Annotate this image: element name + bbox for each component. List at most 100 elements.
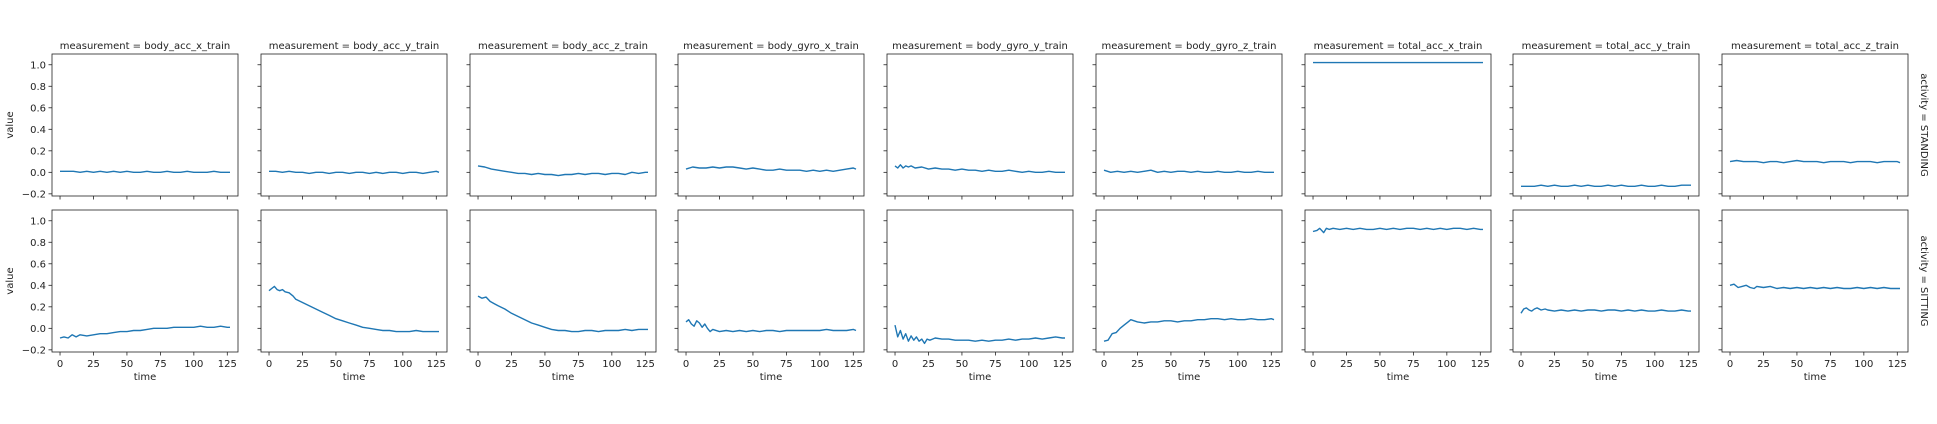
- panel-frame: [1512, 209, 1700, 353]
- x-tick-label: 25: [1340, 359, 1353, 370]
- x-tick-label: 25: [1548, 359, 1561, 370]
- series-line: [1103, 318, 1275, 342]
- x-tick-label: 50: [330, 359, 343, 370]
- x-tick-label: 50: [747, 359, 760, 370]
- facet-column-title: measurement = body_acc_y_train: [269, 41, 440, 52]
- y-tick-label: 0.8: [30, 82, 46, 93]
- x-tick-label: 100: [1437, 359, 1456, 370]
- facet-column-title: measurement = body_acc_x_train: [60, 41, 231, 52]
- x-axis-label: time: [343, 372, 366, 383]
- facet-panel-r1-c5: 0 25 50 75 100 125 time: [1092, 209, 1283, 383]
- x-axis-label: time: [760, 372, 783, 383]
- x-tick-label: 75: [154, 359, 167, 370]
- y-tick-label: 0.6: [30, 259, 46, 270]
- facet-panel-r1-c8: 0 25 50 75 100 125 time: [1718, 209, 1909, 383]
- series-line: [685, 319, 857, 333]
- series-line: [1521, 184, 1691, 188]
- x-tick-label: 0: [475, 359, 481, 370]
- series-line: [1103, 169, 1274, 174]
- y-tick-label: 0.6: [30, 103, 46, 114]
- facet-panel-r0-c8: measurement = total_acc_z_train: [1718, 41, 1909, 200]
- panel-frame: [1304, 53, 1492, 197]
- x-tick-label: 0: [57, 359, 63, 370]
- x-axis-label: time: [1387, 372, 1410, 383]
- y-axis-label: value: [5, 111, 16, 138]
- x-tick-label: 125: [427, 359, 446, 370]
- x-tick-label: 125: [844, 359, 863, 370]
- series-line: [1312, 227, 1483, 234]
- x-tick-label: 125: [1888, 359, 1907, 370]
- series-line: [1729, 283, 1900, 290]
- x-tick-label: 75: [363, 359, 376, 370]
- x-tick-label: 75: [572, 359, 585, 370]
- x-tick-label: 25: [1131, 359, 1144, 370]
- facet-panel-r1-c2: 0 25 50 75 100 125 time: [466, 209, 657, 383]
- panel-frame: [886, 209, 1074, 353]
- x-tick-label: 25: [505, 359, 518, 370]
- panel-frame: [51, 53, 239, 197]
- x-tick-label: 100: [184, 359, 203, 370]
- y-tick-label: 1.0: [30, 60, 46, 71]
- x-axis-label: time: [552, 372, 575, 383]
- facet-column-title: measurement = total_acc_z_train: [1731, 41, 1899, 52]
- x-tick-label: 125: [1471, 359, 1490, 370]
- x-tick-label: 25: [87, 359, 100, 370]
- facet-column-title: measurement = body_gyro_y_train: [892, 41, 1068, 52]
- panel-frame: [1095, 53, 1283, 197]
- x-tick-label: 75: [989, 359, 1002, 370]
- facet-panel-r0-c5: measurement = body_gyro_z_train: [1092, 41, 1283, 200]
- facet-column-title: measurement = total_acc_y_train: [1522, 41, 1691, 52]
- panel-frame: [677, 53, 865, 197]
- panel-frame: [469, 53, 657, 197]
- x-tick-label: 0: [1310, 359, 1316, 370]
- x-axis-label: time: [134, 372, 157, 383]
- x-tick-label: 25: [713, 359, 726, 370]
- series-line: [268, 285, 439, 333]
- x-tick-label: 0: [1101, 359, 1107, 370]
- facet-row-title: activity = SITTING: [1918, 235, 1929, 326]
- x-tick-label: 75: [1824, 359, 1837, 370]
- x-tick-label: 0: [683, 359, 689, 370]
- x-tick-label: 0: [1518, 359, 1524, 370]
- y-tick-label: 0.2: [30, 302, 46, 313]
- facet-panel-r1-c6: 0 25 50 75 100 125 time: [1301, 209, 1492, 383]
- x-axis-label: time: [1178, 372, 1201, 383]
- x-tick-label: 100: [810, 359, 829, 370]
- x-tick-label: 25: [922, 359, 935, 370]
- panel-frame: [51, 209, 239, 353]
- x-tick-label: 50: [1582, 359, 1595, 370]
- x-tick-label: 100: [602, 359, 621, 370]
- x-tick-label: 0: [266, 359, 272, 370]
- x-tick-label: 75: [780, 359, 793, 370]
- panel-frame: [1721, 209, 1909, 353]
- panel-frame: [677, 209, 865, 353]
- x-axis-label: time: [1595, 372, 1618, 383]
- y-tick-label: 1.0: [30, 216, 46, 227]
- y-tick-label: 0.4: [30, 281, 46, 292]
- facet-panel-r0-c7: measurement = total_acc_y_train: [1509, 41, 1700, 200]
- y-tick-label: 0.2: [30, 146, 46, 157]
- facet-column-title: measurement = body_gyro_z_train: [1101, 41, 1276, 52]
- panel-frame: [886, 53, 1074, 197]
- facet-panel-r0-c2: measurement = body_acc_z_train: [466, 41, 657, 200]
- series-line: [477, 165, 648, 177]
- facet-panel-r0-c1: measurement = body_acc_y_train: [257, 41, 448, 200]
- y-tick-label: 0.4: [30, 125, 46, 136]
- x-tick-label: 125: [1679, 359, 1698, 370]
- facet-row-title: activity = STANDING: [1918, 73, 1929, 176]
- series-line: [477, 295, 648, 333]
- facet-panel-r1-c0: −0.2 0.0 0.2 0.4 0.6 0.8 1.0 0 25 50 75 100 125 time: [22, 209, 239, 383]
- y-tick-label: 0.8: [30, 238, 46, 249]
- series-line: [894, 164, 1065, 174]
- x-tick-label: 125: [218, 359, 237, 370]
- facet-panel-r0-c3: measurement = body_gyro_x_train: [674, 41, 865, 200]
- facet-column-title: measurement = body_acc_z_train: [478, 41, 648, 52]
- x-tick-label: 50: [121, 359, 134, 370]
- y-tick-label: −0.2: [22, 189, 46, 200]
- series-line: [269, 170, 440, 175]
- x-tick-label: 75: [1407, 359, 1420, 370]
- facet-panel-r0-c6: measurement = total_acc_x_train: [1301, 41, 1492, 200]
- x-tick-label: 50: [956, 359, 969, 370]
- series-line: [685, 166, 857, 173]
